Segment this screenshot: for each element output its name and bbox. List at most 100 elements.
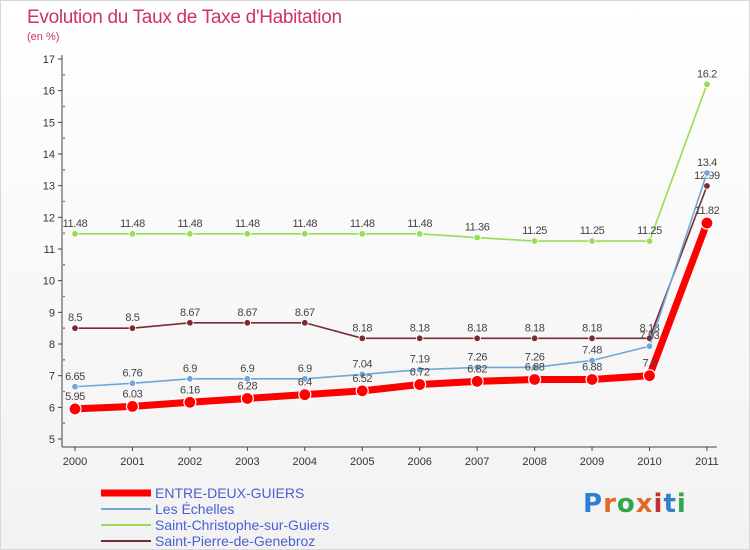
data-label: 8.5 [125,312,139,324]
data-label: 7.26 [467,351,487,363]
y-minor-dot [63,105,65,108]
data-label: 6.88 [582,361,602,373]
data-label: 7.26 [525,351,545,363]
data-label: 11.25 [637,225,662,237]
data-label: 6.72 [410,367,430,379]
y-tick-label: 17 [43,54,55,66]
y-minor-dot [63,327,65,330]
x-tick-label: 2011 [695,456,719,468]
data-point [298,388,312,402]
data-label: 16.2 [697,68,717,80]
data-label: 7.93 [640,330,660,342]
x-tick-label: 2008 [522,456,546,468]
data-label: 8.18 [410,322,430,334]
data-point [71,324,79,332]
y-tick-label: 16 [43,86,55,98]
y-minor-dot [63,295,65,298]
data-label: 5.95 [65,391,85,403]
y-tick-label: 10 [43,276,55,288]
data-point [416,230,424,238]
y-minor-dot [63,422,65,425]
data-label: 11.25 [580,225,605,237]
data-label: 11.25 [522,225,547,237]
x-tick-label: 2009 [580,456,604,468]
data-point [703,182,711,190]
data-label: 11.48 [350,218,375,230]
data-label: 11.48 [120,218,145,230]
y-minor-dot [63,168,65,171]
data-label: 7.0 [642,358,656,370]
data-label: 6.76 [123,367,143,379]
x-tick-label: 2000 [63,456,87,468]
data-point [703,80,711,89]
y-tick-label: 7 [49,371,55,383]
data-label: 7.48 [582,344,602,356]
data-label: 6.16 [180,384,200,396]
data-point [68,402,82,416]
data-point [183,395,197,409]
chart-unit: (en %) [27,31,60,43]
data-point [358,370,366,379]
data-point [645,237,654,245]
x-tick-label: 2007 [465,456,489,468]
x-tick-label: 2001 [120,456,144,468]
x-tick-label: 2002 [178,456,202,468]
data-point [301,319,309,327]
logo-letter: t [663,489,677,519]
data-point [128,230,137,238]
y-tick-label: 8 [49,339,55,351]
data-point [416,365,424,374]
y-minor-dot [63,263,65,266]
data-label: 7.04 [352,358,372,370]
logo-letter: x [635,489,654,519]
series-line [74,185,708,340]
legend-label: ENTRE-DEUX-GUIERS [155,485,304,501]
data-label: 8.18 [467,322,487,334]
y-minor-dot [63,137,65,140]
x-tick-label: 2010 [637,456,661,468]
data-point [416,334,424,342]
data-label: 8.67 [295,307,315,319]
x-tick-label: 2004 [293,456,317,468]
logo-letter: i [653,489,664,519]
data-label: 11.82 [695,205,720,217]
data-point [585,372,599,387]
logo-letter: i [676,489,687,519]
y-tick-label: 14 [43,149,55,161]
data-point [301,375,309,383]
data-point [243,375,252,383]
y-tick-label: 9 [49,307,55,319]
y-tick-label: 11 [44,244,55,256]
data-label: 6.65 [65,371,85,383]
x-tick-label: 2006 [407,456,431,468]
y-tick-label: 5 [49,434,55,446]
data-label: 6.88 [525,361,545,373]
data-label: 8.5 [68,312,82,324]
legend-label: Saint-Christophe-sur-Guiers [155,517,329,533]
series-line [74,172,708,388]
y-tick-label: 15 [43,117,55,129]
data-label: 6.52 [352,373,372,385]
legend-label: Les Échelles [155,501,234,517]
data-point [186,230,194,238]
data-point [71,383,79,391]
y-tick-label: 13 [43,181,55,193]
data-label: 11.48 [178,218,203,230]
data-point [128,379,137,387]
data-point [473,233,481,242]
data-point [125,399,140,413]
x-tick-label: 2005 [350,456,374,468]
legend-label: Saint-Pierre-de-Genebroz [155,533,315,549]
data-point [186,319,194,327]
data-label: 6.9 [183,363,197,375]
data-point [703,169,711,177]
data-point [473,334,481,342]
data-label: 8.18 [582,322,602,334]
data-label: 6.9 [240,363,254,375]
data-label: 11.36 [465,222,490,234]
data-label: 8.18 [525,322,545,334]
series-line [74,83,708,242]
data-label: 11.48 [292,218,317,230]
